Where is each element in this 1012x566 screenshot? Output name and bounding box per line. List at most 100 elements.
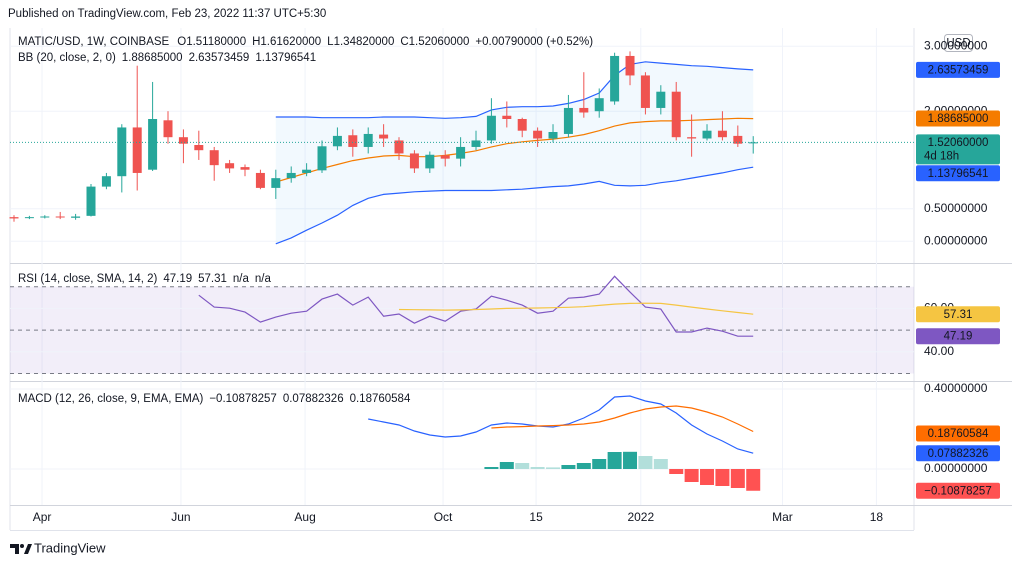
histogram-bar — [484, 467, 499, 469]
rsi-extra: n/a — [255, 273, 272, 285]
candle-body — [409, 153, 419, 169]
candle-body — [363, 133, 373, 147]
macd-value: 0.18760584 — [350, 393, 411, 405]
published-header: Published on TradingView.com, Feb 23, 20… — [8, 8, 326, 20]
candle-body — [748, 142, 758, 144]
rsi-badge: 47.19 — [944, 331, 973, 343]
rsi-extra: n/a — [233, 273, 250, 285]
candle-body — [640, 75, 650, 108]
histogram-bar — [607, 452, 622, 469]
x-tick-label: 2022 — [627, 510, 654, 524]
candle-body — [9, 217, 19, 219]
candle-body — [332, 135, 342, 147]
bb-upper-badge-bg — [916, 61, 1000, 78]
candle-body — [178, 137, 188, 144]
ohlc-value: 1.52060000 — [409, 36, 470, 48]
x-tick-label: 18 — [870, 510, 884, 524]
histogram-bar — [700, 469, 715, 485]
candle-body — [225, 163, 235, 169]
candle-body — [271, 178, 281, 188]
currency-box[interactable] — [944, 34, 973, 52]
candle-body — [502, 115, 512, 119]
candle-body — [702, 130, 712, 139]
macd-badge: 0.07882326 — [928, 448, 989, 460]
y-tick-label: 0.00000000 — [924, 233, 988, 247]
candle-body — [394, 140, 404, 154]
ohlc-key: O — [177, 36, 186, 48]
candle-body — [687, 137, 697, 139]
candle-body — [24, 217, 34, 219]
candle-body — [610, 55, 620, 102]
x-tick-label: Mar — [772, 510, 793, 524]
histogram-bar — [638, 456, 653, 469]
candle-body — [717, 130, 727, 138]
macd-badge-bg — [916, 445, 1000, 462]
histogram-bar — [746, 469, 761, 491]
candle-body — [71, 216, 81, 218]
candle-body — [255, 172, 265, 188]
countdown: 4d 18h — [924, 150, 959, 162]
logo-mark — [24, 544, 32, 554]
x-tick-label: Oct — [434, 510, 453, 524]
candle-body — [132, 127, 142, 173]
bb-band-fill — [275, 61, 754, 244]
bb-value: 2.63573459 — [189, 52, 250, 64]
footer-brand: TradingView — [34, 540, 106, 555]
y-tick-label: 0.40000000 — [924, 381, 988, 395]
candle-body — [471, 140, 481, 147]
signal-badge: 0.18760584 — [928, 428, 989, 440]
histogram-bar — [669, 469, 684, 474]
last-price-badge: 1.52060000 — [928, 137, 989, 149]
candle-body — [209, 150, 219, 166]
histogram-badge-bg — [916, 482, 1000, 499]
bb-lower-badge-bg — [916, 165, 1000, 182]
candle-body — [379, 134, 389, 139]
rsi-line — [398, 302, 754, 315]
candle-body — [517, 119, 527, 131]
y-tick-label: 0.50000000 — [924, 201, 988, 215]
macd-hist-value: −0.10878257 — [209, 393, 276, 405]
candle-body — [55, 216, 65, 218]
rsi-title: RSI (14, close, SMA, 14, 2) — [18, 273, 158, 285]
x-tick-label: Jun — [171, 510, 190, 524]
candle-body — [425, 154, 435, 169]
candle-body — [86, 186, 96, 216]
candle-body — [40, 216, 50, 218]
histogram-bar — [623, 451, 638, 469]
histogram-bar — [730, 469, 745, 488]
candle-body — [440, 155, 450, 159]
x-tick-label: Apr — [33, 510, 52, 524]
candle-body — [671, 91, 681, 138]
histogram-bar — [561, 465, 576, 469]
currency[interactable]: USD — [946, 38, 970, 50]
histogram-bar — [530, 467, 545, 469]
histogram-bar — [515, 463, 530, 469]
histogram-bar — [715, 469, 730, 486]
logo-mark — [10, 544, 19, 554]
bb-value: 1.88685000 — [122, 52, 183, 64]
candle-body — [163, 120, 173, 138]
histogram-bar — [684, 469, 699, 482]
bb-line — [275, 61, 754, 119]
tradingview-logo — [10, 544, 32, 554]
rsi-sma-badge: 57.31 — [944, 309, 973, 321]
histogram-badge: −0.10878257 — [924, 485, 991, 497]
bb-value: 1.13796541 — [255, 52, 316, 64]
bb-basis-badge: 1.88685000 — [928, 113, 989, 125]
histogram-bar — [653, 459, 668, 469]
y-tick-label: 3.00000000 — [924, 38, 988, 52]
ohlc-value: 1.34820000 — [334, 36, 395, 48]
x-tick-label: Aug — [294, 510, 315, 524]
histogram-bar — [499, 462, 514, 469]
bb-upper-badge: 2.63573459 — [928, 64, 989, 76]
candle-body — [148, 119, 158, 170]
candle-body — [594, 98, 604, 112]
macd-value: 0.07882326 — [283, 393, 344, 405]
candle-body — [348, 135, 358, 147]
histogram-bar — [576, 463, 591, 469]
candle-body — [486, 115, 496, 141]
candle-body — [286, 172, 296, 179]
candle-body — [240, 167, 250, 170]
